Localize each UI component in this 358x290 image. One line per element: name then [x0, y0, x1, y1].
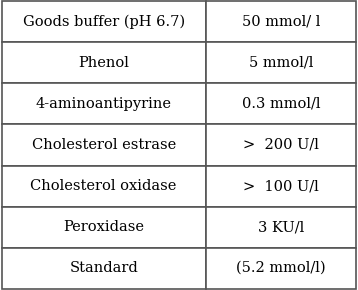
Bar [205, 1, 356, 42]
Text: Cholesterol oxidase: Cholesterol oxidase [30, 179, 177, 193]
Text: >  100 U/l: > 100 U/l [243, 179, 319, 193]
Bar [205, 1, 356, 42]
Bar [2, 42, 205, 84]
Text: Phenol: Phenol [78, 56, 129, 70]
Bar [2, 248, 205, 289]
Bar [205, 206, 356, 248]
Bar [205, 124, 356, 166]
Text: Cholesterol estrase: Cholesterol estrase [32, 138, 176, 152]
Bar [2, 206, 205, 248]
Text: 3 KU/l: 3 KU/l [258, 220, 304, 234]
Bar [205, 248, 356, 289]
Bar [2, 1, 205, 42]
Text: Goods buffer (pH 6.7): Goods buffer (pH 6.7) [23, 15, 185, 29]
Bar [2, 248, 205, 289]
Bar [2, 206, 205, 248]
Bar [2, 124, 205, 166]
Bar [205, 248, 356, 289]
Bar [2, 166, 205, 206]
Text: 5 mmol/l: 5 mmol/l [249, 56, 313, 70]
Text: 50 mmol/ l: 50 mmol/ l [242, 15, 320, 29]
Text: (5.2 mmol/l): (5.2 mmol/l) [236, 261, 326, 275]
Text: Peroxidase: Peroxidase [63, 220, 144, 234]
Bar [2, 42, 205, 84]
Text: Standard: Standard [69, 261, 138, 275]
Text: 4-aminoantipyrine: 4-aminoantipyrine [36, 97, 172, 111]
Bar [205, 42, 356, 84]
Bar [205, 124, 356, 166]
Bar [205, 84, 356, 124]
Bar [205, 84, 356, 124]
Text: 0.3 mmol/l: 0.3 mmol/l [242, 97, 320, 111]
Bar [2, 84, 205, 124]
Text: >  200 U/l: > 200 U/l [243, 138, 319, 152]
Bar [2, 166, 205, 206]
Bar [205, 166, 356, 206]
Bar [2, 124, 205, 166]
Bar [205, 166, 356, 206]
Bar [205, 42, 356, 84]
Bar [2, 1, 205, 42]
Bar [2, 84, 205, 124]
Bar [205, 206, 356, 248]
